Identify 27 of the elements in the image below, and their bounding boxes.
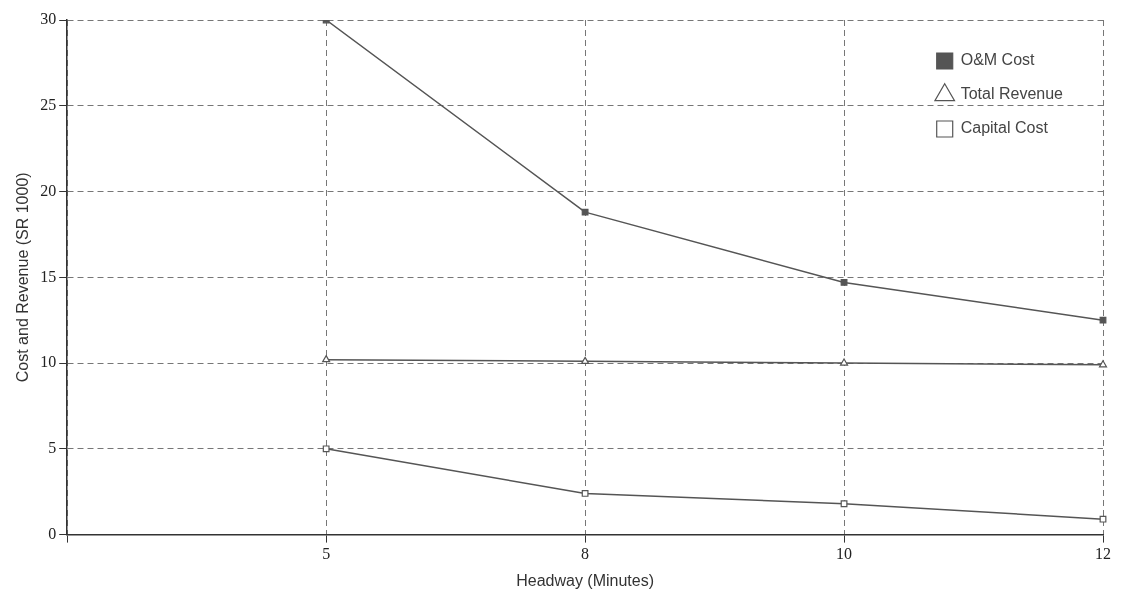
x-axis-title: Headway (Minutes) [516,571,655,589]
y-tick-label: 5 [48,439,57,457]
y-tick-label: 0 [48,524,57,542]
point [581,208,589,216]
y-tick-label: 20 [40,181,57,199]
point [322,355,331,363]
x-tick-label: 10 [836,545,853,563]
point [1099,316,1107,324]
y-tick-label: 15 [40,267,57,285]
x-tick-label: 12 [1095,545,1111,563]
point [1098,360,1108,368]
point [1099,515,1107,523]
point [581,356,590,364]
legend-label: Capital Cost [960,119,1049,137]
point [840,279,848,286]
legend-label: Total Revenue [960,85,1064,103]
y-tick-label: 25 [40,95,57,113]
point [581,490,589,497]
point [840,500,848,508]
x-tick-label: 8 [581,545,590,563]
point [839,358,849,366]
y-axis-title: Cost and Revenue (SR 1000) [14,172,32,383]
point [322,445,330,453]
legend-label: O&M Cost [960,51,1036,69]
y-tick-label: 30 [40,10,57,28]
x-tick-label: 5 [322,545,331,563]
y-tick-label: 10 [40,353,57,371]
